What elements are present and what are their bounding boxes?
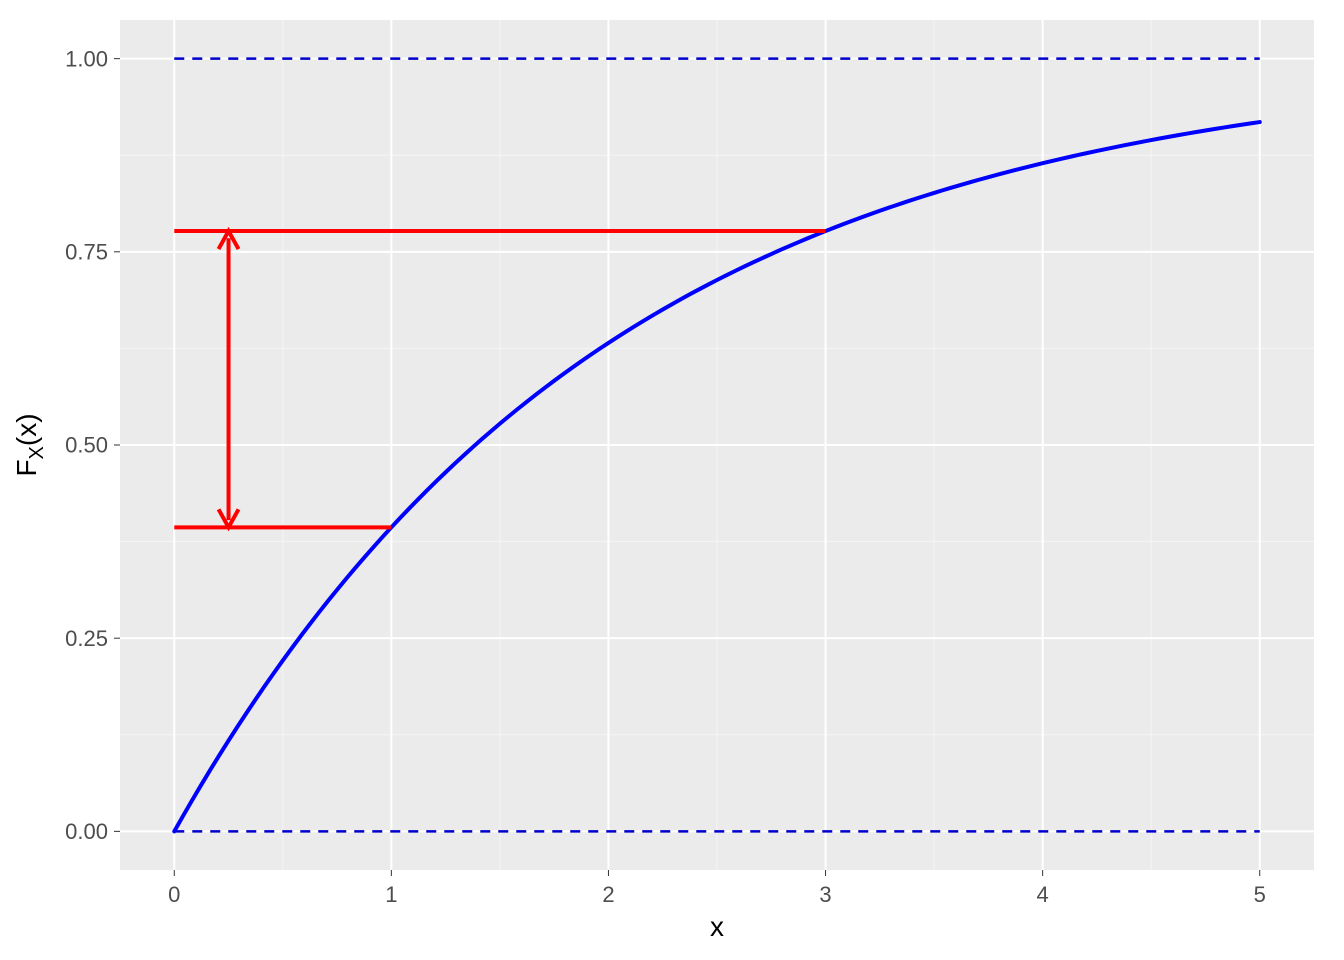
- y-axis-label: FX(x): [11, 413, 48, 476]
- y-tick-label: 0.25: [65, 626, 108, 651]
- x-tick-label: 5: [1254, 882, 1266, 907]
- y-tick-label: 0.50: [65, 433, 108, 458]
- x-tick-label: 1: [385, 882, 397, 907]
- x-tick-label: 2: [602, 882, 614, 907]
- x-tick-label: 0: [168, 882, 180, 907]
- x-tick-label: 4: [1037, 882, 1049, 907]
- x-tick-label: 3: [819, 882, 831, 907]
- cdf-chart: 0 1 2 3 4 5 0.00 0.25 0.50 0.75 1.00 x FX(x): [0, 0, 1344, 960]
- chart-svg: 0 1 2 3 4 5 0.00 0.25 0.50 0.75 1.00 x FX(x): [0, 0, 1344, 960]
- x-axis-label: x: [710, 911, 724, 942]
- y-tick-label: 0.75: [65, 240, 108, 265]
- svg-text:FX(x): FX(x): [11, 413, 48, 476]
- y-tick-label: 0.00: [65, 819, 108, 844]
- y-tick-label: 1.00: [65, 46, 108, 71]
